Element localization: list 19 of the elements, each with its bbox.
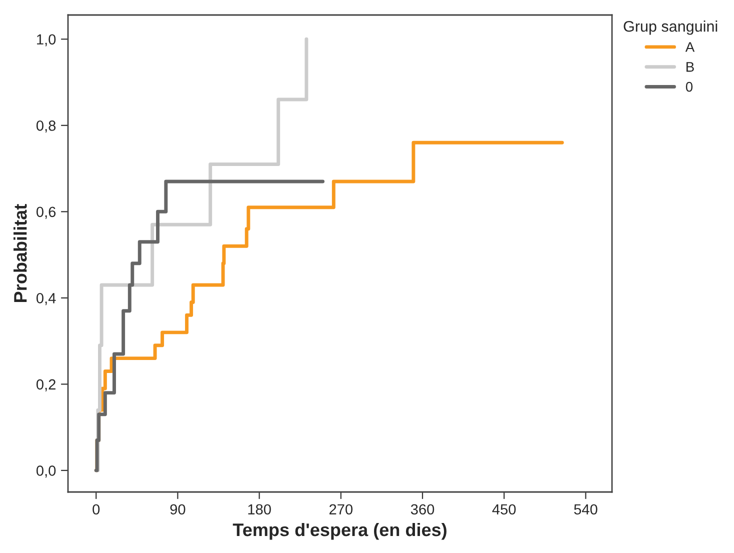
- x-tick-label: 540: [574, 504, 598, 515]
- x-axis-title: Temps d'espera (en dies): [232, 522, 446, 540]
- y-tick-label: 0,2: [36, 379, 56, 392]
- x-tick-label: 0: [92, 504, 100, 515]
- legend-label: B: [686, 62, 694, 72]
- y-tick-label: 0,8: [36, 120, 56, 133]
- x-tick-label: 90: [170, 504, 186, 515]
- x-tick-label: 450: [492, 504, 516, 515]
- legend-title: Grup sanguini: [624, 20, 718, 35]
- y-tick-label: 1,0: [37, 34, 56, 46]
- legend-label: 0: [686, 82, 693, 92]
- x-tick-label: 360: [410, 504, 434, 515]
- legend-label: A: [685, 42, 695, 52]
- y-tick-label: 0,6: [36, 206, 56, 219]
- y-tick-label: 0,0: [36, 466, 56, 478]
- y-axis-title: Probabilitat: [14, 204, 27, 302]
- x-tick-label: 180: [248, 504, 271, 515]
- x-tick-label: 270: [329, 504, 353, 515]
- y-tick-label: 0,4: [36, 293, 56, 306]
